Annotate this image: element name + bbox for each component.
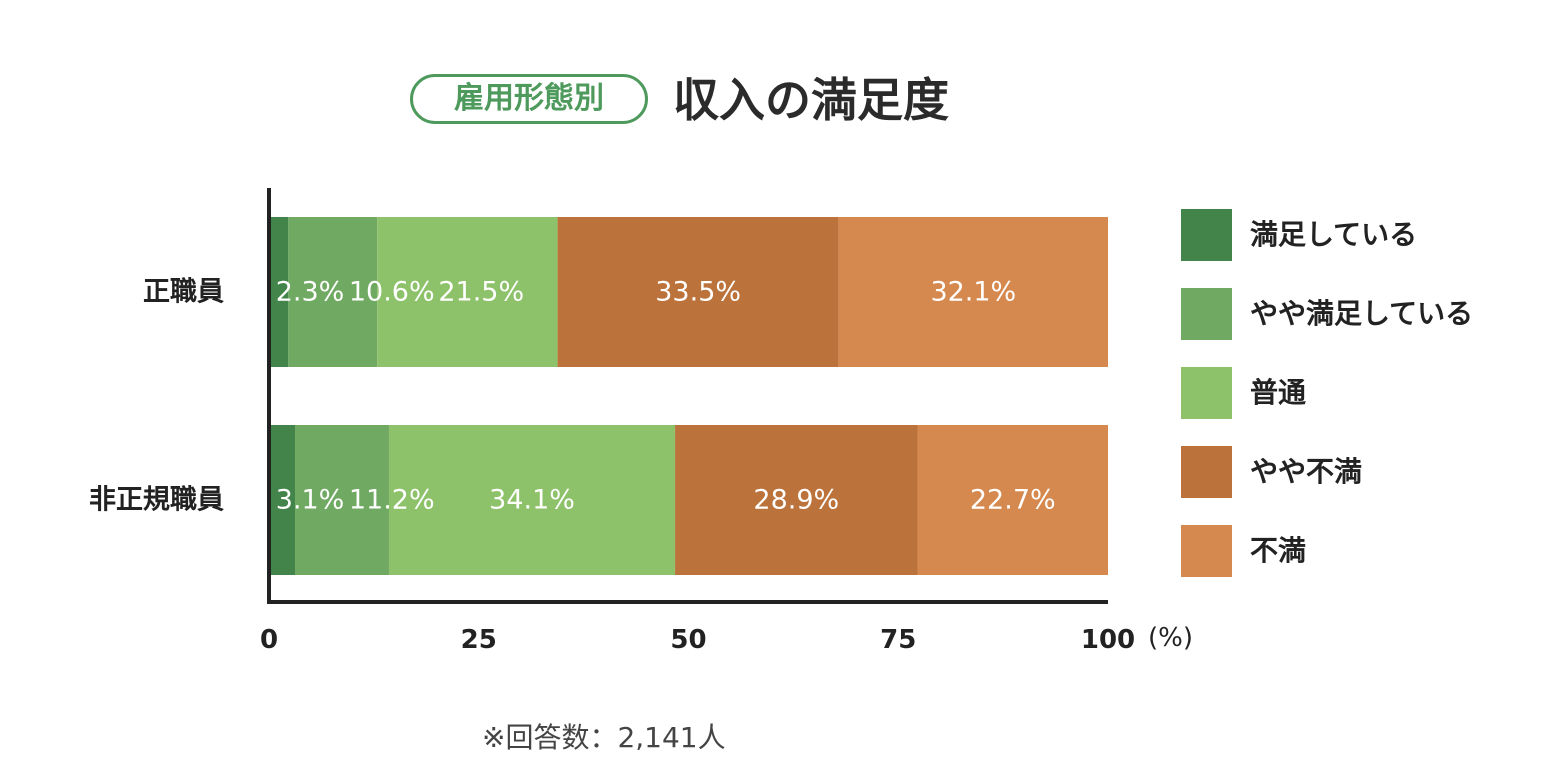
x-tick-label: 75	[880, 625, 916, 655]
x-tick-label: 25	[461, 625, 497, 655]
legend-item: 不満	[1181, 525, 1551, 577]
x-tick-label: 100	[1081, 625, 1135, 655]
x-tick-label: 0	[260, 625, 278, 655]
legend-swatch	[1181, 525, 1232, 577]
category-label: 正職員	[143, 277, 224, 308]
bar-segment	[269, 217, 289, 367]
legend-label: 不満	[1250, 534, 1307, 567]
legend-swatch	[1181, 288, 1232, 340]
bar-segment	[557, 217, 839, 367]
bar-segment	[917, 425, 1108, 575]
legend-item: やや満足している	[1181, 288, 1551, 340]
bar-segment	[288, 217, 378, 367]
bar-segment	[675, 425, 918, 575]
legend-item: 普通	[1181, 367, 1551, 419]
bar-segment	[269, 425, 296, 575]
chart-legend: 満足しているやや満足している 普通やや不満不満	[1181, 209, 1551, 604]
category-badge: 雇用形態別	[410, 74, 648, 124]
respondent-count-note: ※回答数：2,141人	[482, 721, 726, 754]
bar-segment	[838, 217, 1108, 367]
legend-swatch	[1181, 209, 1232, 261]
legend-swatch	[1181, 446, 1232, 498]
data-label: 22.7%	[970, 485, 1056, 516]
data-label: 10.6%	[349, 277, 435, 308]
chart-title: 収入の満足度	[673, 73, 949, 127]
data-label: 11.2%	[349, 485, 435, 516]
legend-label: 満足している	[1250, 218, 1418, 251]
data-label: 33.5%	[655, 277, 741, 308]
data-label: 28.9%	[753, 485, 839, 516]
bar-segment	[388, 425, 676, 575]
data-label: 32.1%	[930, 277, 1016, 308]
chart-header: 雇用形態別 収入の満足度	[0, 70, 1557, 134]
category-label: 非正規職員	[89, 485, 224, 516]
legend-swatch	[1181, 367, 1232, 419]
legend-label: やや満足している	[1250, 297, 1474, 330]
legend-label: やや不満	[1250, 455, 1363, 488]
data-label: 3.1%	[276, 485, 345, 516]
data-label: 21.5%	[438, 277, 524, 308]
bar-segment	[295, 425, 389, 575]
bar-segment	[377, 217, 558, 367]
x-unit-label: (%)	[1148, 623, 1193, 653]
data-label: 2.3%	[276, 277, 345, 308]
legend-item: 満足している	[1181, 209, 1551, 261]
data-label: 34.1%	[489, 485, 575, 516]
legend-label: 普通	[1250, 376, 1307, 409]
legend-item: やや不満	[1181, 446, 1551, 498]
x-tick-label: 50	[670, 625, 706, 655]
